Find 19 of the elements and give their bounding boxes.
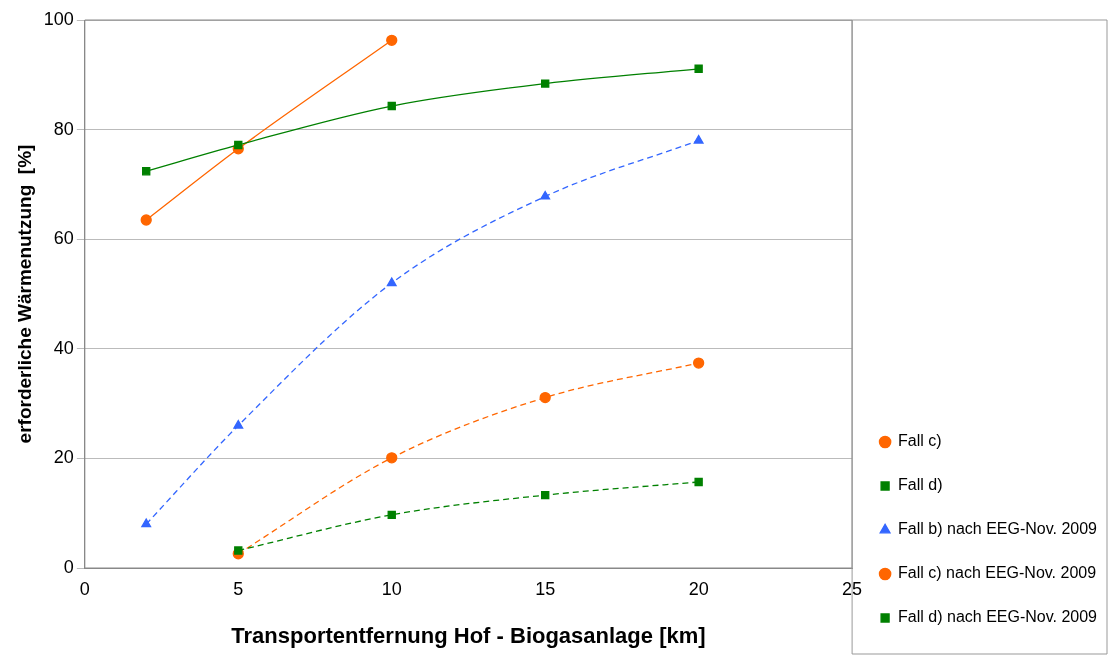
x-tick-label: 15 xyxy=(535,578,556,599)
x-axis-title: Transportentfernung Hof - Biogasanlage [km] xyxy=(231,622,706,648)
y-tick-label: 60 xyxy=(53,228,74,249)
y-axis-title: erforderliche Wärmenutzung [%] xyxy=(13,144,35,444)
legend-label: Fall c) nach EEG-Nov. 2009 xyxy=(898,564,1097,582)
y-tick-label: 100 xyxy=(43,8,74,29)
y-tick-label: 0 xyxy=(63,556,74,577)
x-tick-label: 25 xyxy=(842,578,863,599)
y-tick-label: 20 xyxy=(53,447,74,468)
y-tick-label: 40 xyxy=(53,337,74,358)
x-tick-label: 0 xyxy=(79,578,90,599)
y-tick-label: 80 xyxy=(53,118,74,139)
legend-label: Fall b) nach EEG-Nov. 2009 xyxy=(898,520,1098,538)
legend-label: Fall d) xyxy=(898,476,943,494)
x-tick-label: 20 xyxy=(688,578,709,599)
legend-label: Fall c) xyxy=(898,432,942,450)
x-tick-label: 5 xyxy=(233,578,244,599)
x-tick-label: 10 xyxy=(381,578,402,599)
legend-label: Fall d) nach EEG-Nov. 2009 xyxy=(898,608,1098,626)
